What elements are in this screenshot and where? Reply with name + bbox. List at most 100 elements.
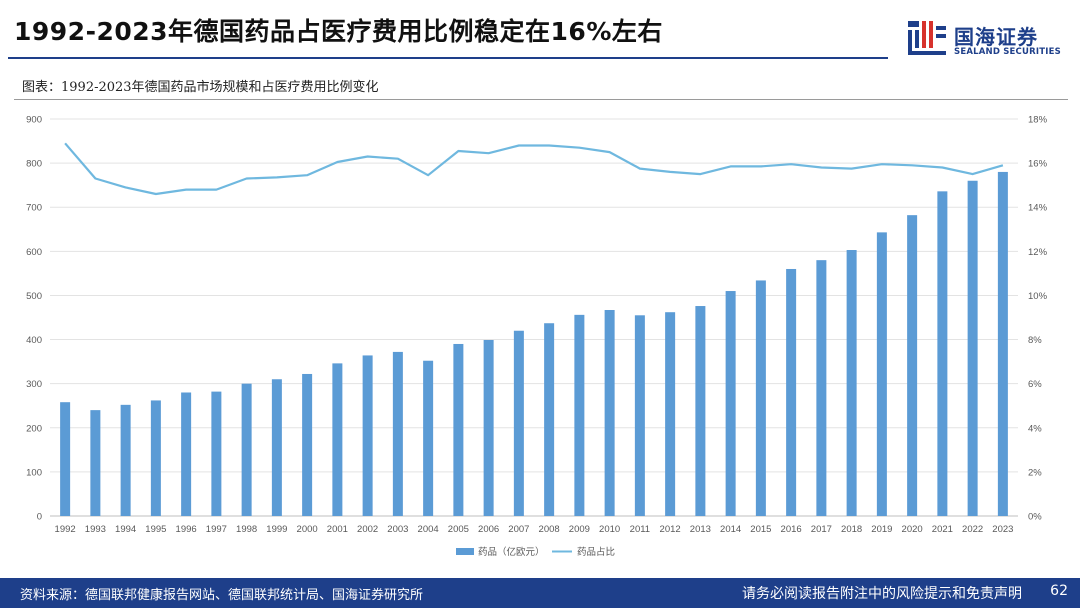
bar-2004	[423, 360, 434, 516]
bar-2011	[634, 315, 645, 516]
bar-2002	[362, 355, 373, 516]
y-axis-left: 0 100 200 300 400 500 600 700 800 900	[26, 115, 42, 523]
bar-2019	[876, 232, 887, 517]
x-tick-label: 2010	[599, 524, 620, 535]
bar-1998	[241, 383, 252, 516]
x-tick-label: 1997	[206, 524, 227, 535]
x-tick-label: 2009	[569, 524, 590, 535]
x-tick-label: 2015	[750, 524, 771, 535]
y-left-tick-label: 0	[37, 512, 42, 523]
bar-series	[60, 171, 1008, 517]
bar-1993	[90, 410, 101, 516]
company-logo: 国海证券 SEALAND SECURITIES	[906, 18, 1066, 60]
y-right-tick-label: 6%	[1028, 379, 1042, 390]
sealand-logo-icon	[908, 21, 946, 55]
x-tick-label: 2018	[841, 524, 862, 535]
page-number: 62	[1050, 583, 1068, 599]
y-axis-right: 0% 2% 4% 6% 8% 10% 12% 14% 16% 18%	[1028, 115, 1048, 523]
bar-1996	[181, 392, 192, 516]
bar-2013	[695, 306, 706, 516]
bar-2022	[967, 180, 978, 516]
bar-1997	[211, 391, 222, 516]
x-tick-label: 1993	[85, 524, 106, 535]
x-tick-label: 2008	[539, 524, 560, 535]
x-tick-label: 1999	[266, 524, 287, 535]
x-tick-label: 2017	[811, 524, 832, 535]
bar-2000	[302, 373, 313, 516]
bar-2003	[392, 351, 403, 516]
y-left-tick-label: 500	[26, 291, 42, 302]
y-left-tick-label: 900	[26, 115, 42, 126]
bar-2005	[453, 343, 464, 516]
bar-2017	[816, 260, 827, 516]
figure-caption: 图表：1992-2023年德国药品市场规模和占医疗费用比例变化	[22, 80, 379, 95]
bar-2023	[997, 171, 1008, 516]
x-tick-label: 2021	[932, 524, 953, 535]
y-left-tick-label: 700	[26, 203, 42, 214]
x-tick-label: 2006	[478, 524, 499, 535]
y-right-tick-label: 18%	[1028, 115, 1048, 126]
x-tick-label: 2007	[508, 524, 529, 535]
y-right-tick-label: 12%	[1028, 247, 1048, 258]
bar-2015	[755, 280, 766, 516]
bar-2016	[786, 268, 797, 516]
y-right-tick-label: 8%	[1028, 335, 1042, 346]
x-tick-label: 2020	[902, 524, 923, 535]
y-right-tick-label: 14%	[1028, 203, 1048, 214]
bar-1995	[150, 400, 161, 516]
y-right-tick-label: 10%	[1028, 291, 1048, 302]
x-tick-label: 2014	[720, 524, 741, 535]
x-tick-label: 1996	[176, 524, 197, 535]
y-left-tick-label: 200	[26, 423, 42, 434]
footer-disclaimer: 请务必阅读报告附注中的风险提示和免责声明	[742, 586, 1022, 602]
y-right-tick-label: 4%	[1028, 423, 1042, 434]
x-tick-label: 1994	[115, 524, 136, 535]
page-title: 1992-2023年德国药品占医疗费用比例稳定在16%左右	[14, 17, 663, 46]
x-tick-label: 2004	[418, 524, 439, 535]
x-tick-label: 2000	[297, 524, 318, 535]
bar-2006	[483, 339, 494, 516]
x-tick-label: 2011	[630, 524, 650, 535]
y-left-tick-label: 400	[26, 335, 42, 346]
bar-1999	[271, 379, 282, 516]
x-tick-label: 2002	[357, 524, 378, 535]
chart-gridlines	[50, 118, 1018, 517]
bar-1994	[120, 404, 131, 516]
x-tick-label: 2001	[327, 524, 348, 535]
bar-2021	[937, 191, 948, 516]
x-tick-label: 1995	[145, 524, 166, 535]
x-tick-label: 1992	[55, 524, 76, 535]
y-left-tick-label: 300	[26, 379, 42, 390]
bar-2014	[725, 291, 736, 516]
bar-2001	[332, 363, 343, 516]
bar-2008	[544, 323, 555, 516]
bar-2020	[907, 215, 918, 516]
x-tick-label: 2016	[781, 524, 802, 535]
line-series	[64, 142, 1004, 196]
footer-source: 资料来源：德国联邦健康报告网站、德国联邦统计局、国海证券研究所	[20, 588, 424, 603]
bar-1992	[60, 402, 71, 516]
bar-2009	[574, 314, 585, 516]
x-tick-label: 1998	[236, 524, 257, 535]
x-tick-label: 2013	[690, 524, 711, 535]
logo-english-name: SEALAND SECURITIES	[954, 47, 1061, 57]
x-tick-label: 2023	[992, 524, 1013, 535]
x-tick-label: 2022	[962, 524, 983, 535]
y-right-tick-label: 0%	[1028, 512, 1042, 523]
y-right-tick-label: 2%	[1028, 467, 1042, 478]
y-left-tick-label: 100	[26, 467, 42, 478]
legend-bar-label: 药品（亿欧元）	[478, 546, 545, 558]
logo-chinese-name: 国海证券	[954, 25, 1038, 49]
x-tick-label: 2012	[660, 524, 681, 535]
y-left-tick-label: 600	[26, 247, 42, 258]
bar-2018	[846, 250, 857, 516]
title-divider	[8, 57, 888, 59]
bar-2010	[604, 310, 615, 516]
bar-2007	[513, 330, 524, 516]
caption-divider	[14, 99, 1068, 100]
x-tick-label: 2005	[448, 524, 469, 535]
y-left-tick-label: 800	[26, 159, 42, 170]
x-tick-label: 2019	[871, 524, 892, 535]
bar-2012	[665, 312, 676, 516]
x-axis: 1992 1993 1994 1995 1996 1997 1998 1999 2000 2001…	[55, 524, 1014, 535]
